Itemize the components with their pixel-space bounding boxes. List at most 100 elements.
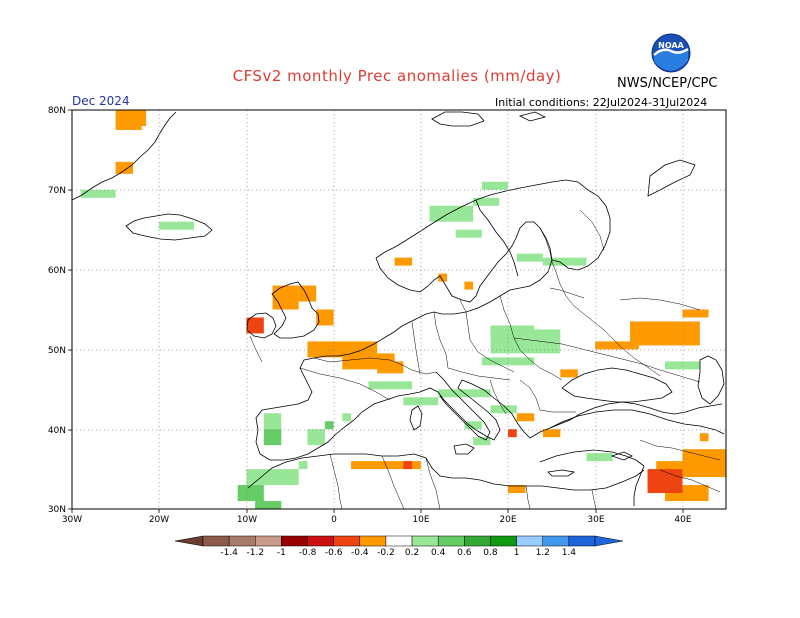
- colorbar-label-5: -0.4: [351, 548, 369, 558]
- noaa-logo-text: NOAA: [658, 41, 684, 50]
- colorbar-swatch-13: [542, 535, 570, 547]
- colorbar-swatch-5: [333, 535, 361, 547]
- colorbar: -1.4 -1.2 -1 -0.8 -0.6 -0.4 -0.2 0.2 0.4 0.6 0.8 1 1…: [174, 535, 624, 558]
- anomaly-cell-dry-light-14: [595, 341, 639, 350]
- colorbar-swatch-6: [359, 535, 387, 547]
- colorbar-swatch-0: [202, 535, 230, 547]
- lon-label-30e: 30E: [587, 515, 604, 525]
- anomaly-cell-dry-light-3: [272, 285, 299, 310]
- lat-label-30n: 30N: [48, 505, 66, 515]
- anomaly-cell-wet-light-4: [473, 197, 500, 206]
- coastlines: [72, 111, 725, 506]
- anomaly-cell-wet-light-19: [664, 361, 700, 370]
- tick-marks: [68, 109, 684, 513]
- valid-month: Dec 2024: [72, 94, 130, 108]
- plot-frame: [71, 109, 727, 510]
- colorbar-label-0: -1.4: [220, 548, 238, 558]
- anomaly-cell-wet-light-10: [481, 357, 535, 366]
- colorbar-swatch-10: [464, 535, 491, 547]
- colorbar-label-11: 1: [514, 548, 520, 558]
- anomaly-cell-dry-light-11: [464, 281, 474, 290]
- anomaly-cell-dry-light-19: [508, 485, 526, 494]
- colorbar-swatch-9: [437, 535, 465, 547]
- lat-label-80n: 80N: [48, 106, 66, 116]
- lon-label-10e: 10E: [412, 515, 429, 525]
- anomaly-cell-wet-light-14: [490, 405, 517, 414]
- anomaly-cell-dry-light-13: [682, 309, 709, 318]
- longitude-labels: 30W 20W 10W 0 10E 20E 30E 40E: [62, 515, 692, 525]
- colorbar-swatch-14: [568, 535, 596, 547]
- anomaly-cell-wet-light-15: [464, 421, 482, 430]
- anomaly-cell-dry-strong-3: [403, 461, 413, 470]
- noaa-logo: NOAA: [651, 33, 691, 73]
- lon-label-40e: 40E: [674, 515, 691, 525]
- colorbar-swatch-7: [385, 535, 413, 547]
- anomaly-cell-dry-light-4: [298, 285, 317, 302]
- colorbar-label-12: 1.2: [536, 548, 550, 558]
- colorbar-high-arrow: [594, 535, 624, 547]
- colorbar-label-2: -1: [277, 548, 286, 558]
- anomaly-cell-dry-light-2: [133, 110, 147, 126]
- anomaly-cell-dry-light-8: [377, 361, 404, 374]
- colorbar-label-10: 0.8: [483, 548, 498, 558]
- anomaly-cell-wet-medium-3: [255, 501, 282, 509]
- anomaly-cell-dry-light-1: [115, 161, 134, 174]
- anomaly-cell-dry-light-12: [630, 321, 700, 346]
- anomaly-cell-dry-strong-1: [647, 469, 683, 494]
- initial-conditions: Initial conditions: 22Jul2024-31Jul2024: [495, 96, 708, 109]
- lon-label-30w: 30W: [62, 515, 82, 525]
- lon-label-0: 0: [331, 515, 337, 525]
- lat-label-70n: 70N: [48, 186, 66, 196]
- anomaly-cell-wet-light-11: [368, 381, 413, 390]
- anomaly-cell-wet-light-3: [455, 229, 482, 238]
- colorbar-label-7: 0.2: [405, 548, 419, 558]
- anomaly-cell-dry-light-23: [699, 433, 709, 442]
- colorbar-swatch-1: [228, 535, 256, 547]
- anomaly-cell-dry-light-5: [316, 309, 334, 326]
- agency-label: NWS/NCEP/CPC: [617, 76, 718, 91]
- colorbar-swatch-2: [255, 535, 282, 547]
- lon-label-20e: 20E: [499, 515, 516, 525]
- anomaly-cell-dry-light-15: [560, 369, 578, 378]
- anomaly-cell-wet-light-0: [80, 189, 116, 198]
- anomaly-cell-wet-light-5: [481, 181, 508, 190]
- colorbar-swatch-8: [411, 535, 439, 547]
- anomaly-shading: [80, 110, 726, 509]
- colorbar-swatch-4: [307, 535, 334, 547]
- lat-label-50n: 50N: [48, 346, 66, 356]
- anomaly-cell-wet-light-20: [263, 413, 282, 430]
- colorbar-label-8: 0.4: [431, 548, 446, 558]
- anomaly-cell-wet-medium-2: [237, 485, 264, 502]
- anomaly-cell-wet-light-21: [307, 429, 325, 446]
- anomaly-cell-wet-light-12: [403, 397, 439, 406]
- anomaly-cell-wet-light-23: [298, 461, 308, 470]
- anomaly-cell-wet-light-24: [246, 469, 299, 486]
- anomaly-cell-wet-light-9: [490, 329, 561, 354]
- lon-label-10w: 10W: [237, 515, 257, 525]
- anomaly-cell-wet-medium-0: [263, 429, 282, 446]
- anomaly-cell-dry-light-9: [394, 257, 413, 266]
- lon-label-20w: 20W: [149, 515, 169, 525]
- colorbar-label-4: -0.6: [325, 548, 343, 558]
- colorbar-label-1: -1.2: [246, 548, 264, 558]
- anomaly-cell-wet-light-7: [516, 253, 543, 262]
- anomaly-cell-wet-light-2: [429, 205, 474, 222]
- anomaly-cell-wet-light-17: [586, 453, 613, 462]
- colorbar-label-3: -0.8: [299, 548, 317, 558]
- colorbar-swatch-3: [281, 535, 308, 547]
- anomaly-cell-dry-light-10: [438, 273, 447, 282]
- colorbar-label-9: 0.6: [457, 548, 472, 558]
- colorbar-low-arrow: [174, 535, 204, 547]
- latitude-labels: 80N 70N 60N 50N 40N 30N: [48, 106, 66, 515]
- colorbar-label-6: -0.2: [377, 548, 395, 558]
- anomaly-cell-wet-light-1: [159, 221, 195, 230]
- colorbar-swatch-11: [490, 535, 517, 547]
- anomaly-cell-wet-light-22: [342, 413, 352, 422]
- lat-label-40n: 40N: [48, 426, 66, 436]
- anomaly-cell-dry-light-17: [542, 429, 561, 438]
- graticule: [72, 110, 726, 509]
- anomaly-cell-dry-strong-2: [508, 429, 517, 438]
- anomaly-cell-wet-light-16: [473, 437, 491, 446]
- anomaly-cell-dry-strong-0: [246, 317, 264, 334]
- colorbar-swatch-12: [516, 535, 543, 547]
